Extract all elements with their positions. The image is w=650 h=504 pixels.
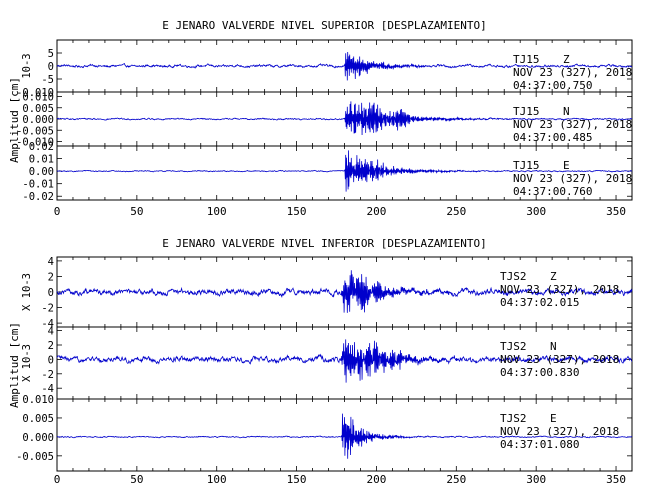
date-label: NOV 23 (327), 2018 xyxy=(513,66,632,79)
x-tick-label: 200 xyxy=(367,473,387,486)
y-tick-label: 0.00 xyxy=(29,166,54,178)
y-tick-label: 0.010 xyxy=(22,394,54,406)
y-tick-label: -0.010 xyxy=(16,87,54,99)
x-tick-label: 50 xyxy=(130,473,143,486)
time-label: 04:37:00.830 xyxy=(500,366,579,379)
x-tick-label: 0 xyxy=(54,473,61,486)
y-tick-label: -5 xyxy=(41,74,54,86)
x-tick-label: 250 xyxy=(446,473,466,486)
y-tick-label: -0.005 xyxy=(16,451,54,463)
time-label: 04:37:01.080 xyxy=(500,438,579,451)
y-axis-label: Amplitud [cm] xyxy=(8,322,21,408)
component-label: N xyxy=(563,105,570,118)
y-tick-label: -0.010 xyxy=(16,137,54,149)
chart-title: E JENARO VALVERDE NIVEL INFERIOR [DESPLA… xyxy=(162,237,487,250)
date-label: NOV 23 (327), 2018 xyxy=(500,283,619,296)
component-label: E xyxy=(550,412,557,425)
waveform-trace xyxy=(56,150,633,192)
y-tick-label: 4 xyxy=(48,326,54,338)
component-label: Z xyxy=(563,53,570,66)
waveform-trace xyxy=(56,101,633,136)
waveform-trace xyxy=(56,339,633,383)
y-tick-label: 2 xyxy=(48,340,54,352)
y-tick-label: 2 xyxy=(48,271,54,283)
station-label: TJ15 xyxy=(513,159,540,172)
y-tick-label: -4 xyxy=(41,383,54,395)
x-tick-label: 300 xyxy=(526,473,546,486)
station-label: TJS2 xyxy=(500,340,527,353)
y-tick-label: 0 xyxy=(48,61,54,73)
time-label: 04:37:00.750 xyxy=(513,79,592,92)
y-tick-label: 0.005 xyxy=(22,413,54,425)
waveform-trace xyxy=(56,270,633,313)
x-tick-label: 150 xyxy=(287,205,307,218)
x-tick-label: 50 xyxy=(130,205,143,218)
station-label: TJS2 xyxy=(500,412,527,425)
waveform-trace xyxy=(56,413,633,459)
y-tick-label: 0 xyxy=(48,287,54,299)
multiplier-label: 10-3 xyxy=(21,53,33,78)
x-tick-label: 0 xyxy=(54,205,61,218)
y-tick-label: 0.02 xyxy=(29,141,54,153)
date-label: NOV 23 (327), 2018 xyxy=(513,172,632,185)
y-tick-label: 0 xyxy=(48,354,54,366)
x-tick-label: 350 xyxy=(606,473,626,486)
component-label: E xyxy=(563,159,570,172)
y-axis-label: Amplitud [cm] xyxy=(8,77,21,163)
y-tick-label: 5 xyxy=(48,48,54,60)
y-tick-label: 0.01 xyxy=(29,154,54,166)
x-tick-label: 100 xyxy=(207,205,227,218)
time-label: 04:37:00.760 xyxy=(513,185,592,198)
y-tick-label: 0.010 xyxy=(22,92,54,104)
date-label: NOV 23 (327), 2018 xyxy=(500,353,619,366)
y-tick-label: 4 xyxy=(48,256,54,268)
y-tick-label: -0.005 xyxy=(16,125,54,137)
x-tick-label: 200 xyxy=(367,205,387,218)
x-tick-label: 350 xyxy=(606,205,626,218)
date-label: NOV 23 (327), 2018 xyxy=(500,425,619,438)
time-label: 04:37:00.485 xyxy=(513,131,592,144)
chart-title: E JENARO VALVERDE NIVEL SUPERIOR [DESPLA… xyxy=(162,19,487,32)
station-label: TJ15 xyxy=(513,53,540,66)
y-tick-label: -2 xyxy=(41,303,54,315)
x-tick-label: 300 xyxy=(526,205,546,218)
component-label: N xyxy=(550,340,557,353)
x-tick-label: 150 xyxy=(287,473,307,486)
y-tick-label: 0.000 xyxy=(22,114,54,126)
date-label: NOV 23 (327), 2018 xyxy=(513,118,632,131)
station-label: TJS2 xyxy=(500,270,527,283)
x-tick-label: 250 xyxy=(446,205,466,218)
component-label: Z xyxy=(550,270,557,283)
x-tick-label: 100 xyxy=(207,473,227,486)
y-tick-label: -2 xyxy=(41,369,54,381)
y-tick-label: 0.005 xyxy=(22,103,54,115)
y-tick-label: -4 xyxy=(41,318,54,330)
multiplier-label: X 10-3 xyxy=(21,273,33,311)
waveform-trace xyxy=(56,52,633,81)
y-tick-label: 0.000 xyxy=(22,432,54,444)
y-tick-label: -0.01 xyxy=(22,179,54,191)
time-label: 04:37:02.015 xyxy=(500,296,579,309)
multiplier-label: X 10-3 xyxy=(21,344,33,382)
y-tick-label: -0.02 xyxy=(22,191,54,203)
station-label: TJ15 xyxy=(513,105,540,118)
